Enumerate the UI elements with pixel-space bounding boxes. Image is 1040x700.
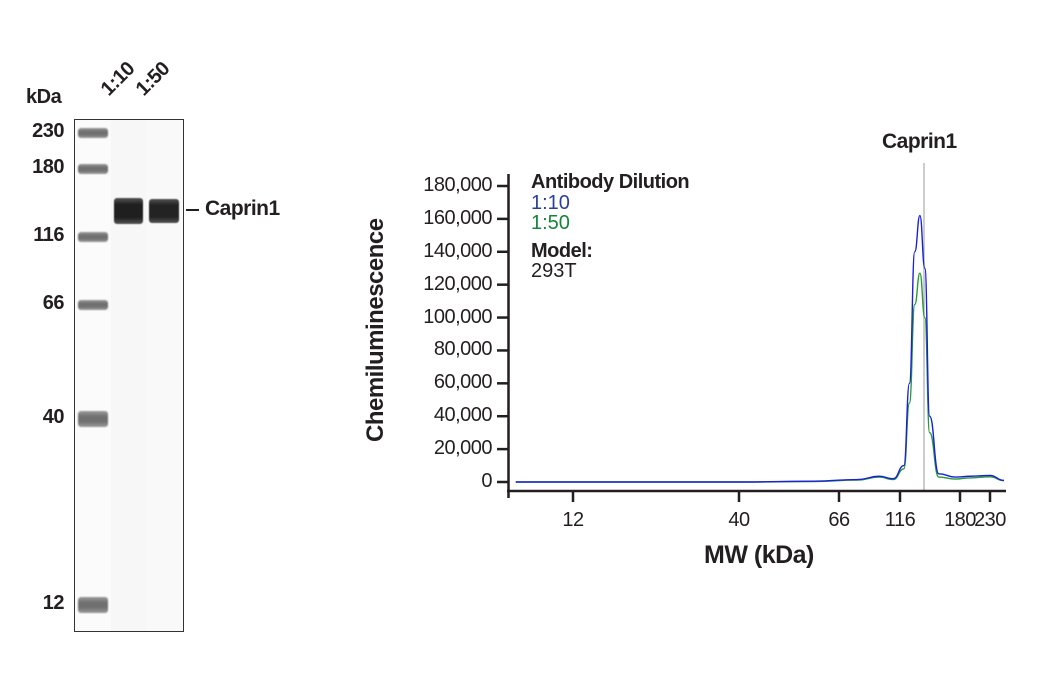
y-tick-label: 0: [481, 470, 492, 492]
legend: Antibody Dilution 1:10 1:50 Model: 293T: [531, 171, 690, 282]
y-tick-label: 160,000: [423, 206, 492, 229]
series-line-1-50: [515, 272, 1005, 483]
caprin1-band-1-50: [149, 199, 179, 223]
ladder-lane: [75, 120, 111, 631]
sample-lane-1-10: [111, 120, 146, 631]
ladder-band-66: [78, 300, 108, 310]
ladder-band-12: [78, 597, 108, 613]
model-value: 293T: [531, 260, 577, 282]
ladder-band-116: [78, 232, 108, 242]
marker-label-40: 40: [42, 406, 65, 428]
y-tick-label: 40,000: [433, 404, 493, 427]
legend-entry-1-50: 1:50: [531, 212, 570, 234]
legend-entry-1-10: 1:10: [531, 192, 570, 214]
series-lines: [515, 214, 1005, 483]
x-tick-label: 230: [974, 509, 1006, 531]
target-pointer-line: [186, 209, 199, 211]
ladder-band-40: [78, 411, 108, 427]
x-tick-label: 40: [728, 509, 750, 531]
ladder-band-180: [78, 164, 108, 174]
marker-label-116: 116: [33, 224, 64, 246]
x-axis-title: MW (kDa): [704, 541, 814, 569]
peak-annotation: Caprin1: [882, 130, 957, 153]
marker-label-12: 12: [42, 592, 65, 614]
y-tick-marks: [497, 184, 508, 484]
model-title: Model:: [531, 240, 593, 262]
y-tick-label: 60,000: [433, 371, 493, 394]
marker-label-66: 66: [42, 292, 65, 314]
y-tick-label: 80,000: [433, 338, 493, 361]
kda-unit-label: kDa: [26, 86, 62, 108]
series-line-1-10: [515, 214, 1005, 483]
x-tick-label: 66: [828, 509, 850, 531]
sample-lane-1-50: [146, 120, 182, 631]
y-tick-label: 120,000: [423, 272, 492, 295]
x-tick-label: 12: [562, 509, 584, 531]
caprin1-band-1-10: [114, 198, 143, 224]
gel-image: [74, 119, 184, 632]
legend-title: Antibody Dilution: [531, 171, 690, 193]
y-tick-label: 20,000: [433, 437, 493, 460]
y-tick-label: 140,000: [423, 239, 492, 262]
y-tick-label: 180,000: [423, 174, 492, 196]
y-tick-label: 100,000: [423, 305, 492, 328]
marker-label-230: 230: [32, 120, 64, 142]
x-tick-label: 180: [944, 509, 976, 531]
x-tick-label: 116: [884, 509, 916, 531]
marker-label-180: 180: [32, 156, 64, 178]
target-label: Caprin1: [205, 197, 280, 220]
ladder-band-230: [78, 128, 108, 138]
x-tick-marks: [571, 491, 992, 502]
